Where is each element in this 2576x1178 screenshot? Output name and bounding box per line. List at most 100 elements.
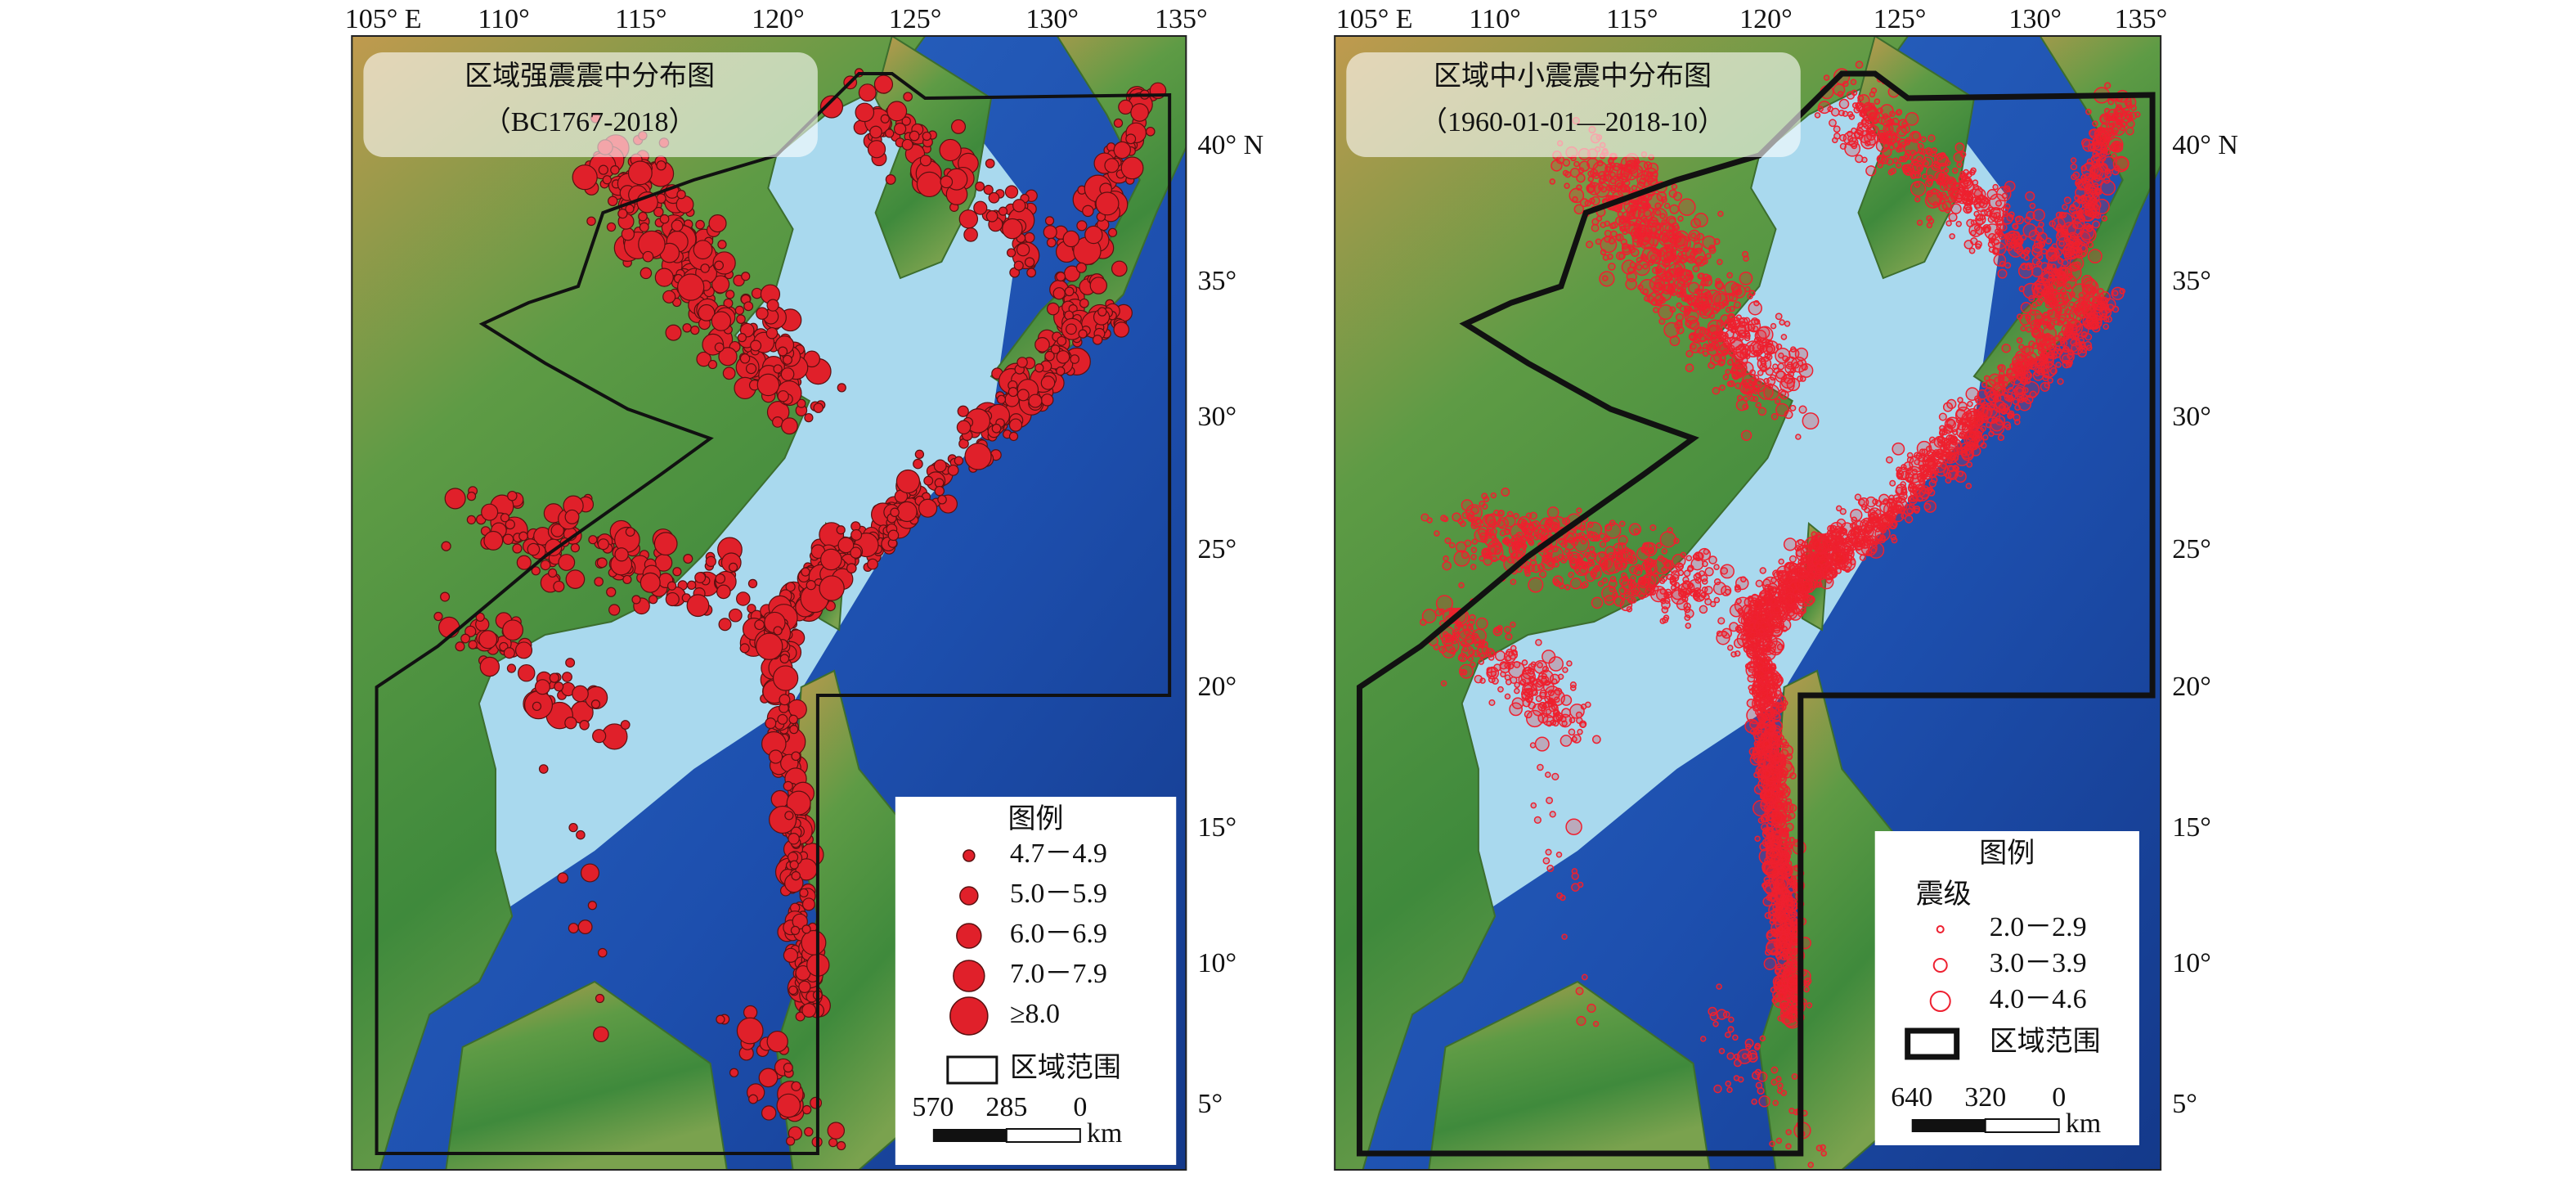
quake [1849, 522, 1856, 529]
quake [1658, 279, 1671, 291]
quake [1654, 258, 1661, 265]
quake [1947, 189, 1954, 196]
quake [538, 764, 549, 774]
quake [1786, 904, 1793, 911]
quake [659, 214, 670, 224]
quake [1965, 483, 1972, 489]
quake [568, 822, 578, 833]
quake [1774, 398, 1781, 405]
quake [1713, 293, 1729, 308]
quake [1673, 224, 1681, 232]
quake [1026, 268, 1037, 278]
quake [2016, 387, 2024, 394]
quake [1770, 597, 1777, 605]
quake [1995, 385, 2006, 397]
quake [2020, 325, 2027, 332]
quake [1006, 248, 1016, 258]
quake [819, 575, 845, 601]
quake [1929, 150, 1936, 158]
quake [553, 580, 565, 592]
quake [1772, 881, 1779, 888]
quake [1044, 350, 1055, 362]
quake [2004, 262, 2012, 269]
quake [606, 587, 617, 597]
quake [1811, 531, 1818, 537]
quake [479, 656, 500, 677]
quake [2070, 333, 2077, 340]
quake [1708, 244, 1717, 252]
quake [1752, 349, 1760, 357]
quake [1749, 369, 1757, 376]
quake [1950, 203, 1962, 214]
quake [2006, 367, 2013, 375]
quake [1702, 350, 1709, 357]
quake [1111, 260, 1128, 277]
quake [694, 572, 707, 583]
quake [1772, 684, 1779, 690]
quake [466, 515, 477, 525]
quake [2048, 287, 2055, 294]
quake [1942, 402, 1954, 412]
quake [1663, 261, 1671, 268]
quake [1965, 191, 1972, 197]
quake [778, 346, 788, 357]
quake [1712, 386, 1721, 395]
legend-label: 区域范围 [1010, 1052, 1121, 1083]
quake [1675, 312, 1685, 321]
quake [766, 1030, 788, 1053]
quake [783, 947, 799, 963]
quake [1779, 319, 1785, 326]
quake [1667, 289, 1675, 295]
quake [797, 398, 806, 408]
quake [500, 513, 510, 523]
quake [1600, 249, 1607, 256]
quake [810, 1096, 823, 1109]
legend-box [895, 797, 1177, 1165]
quake [586, 216, 596, 227]
quake [1615, 234, 1622, 241]
quake [1586, 157, 1599, 170]
quake [708, 214, 727, 233]
quake [1744, 286, 1751, 293]
quake [1723, 342, 1730, 348]
quake [1046, 237, 1057, 248]
quake [1642, 263, 1649, 270]
quake [2078, 292, 2085, 299]
quake [1549, 178, 1556, 185]
quake [617, 209, 628, 219]
quake [666, 581, 677, 591]
quake [1965, 387, 1980, 401]
quake [653, 532, 678, 556]
quake [1636, 227, 1648, 239]
quake [923, 475, 934, 486]
quake [867, 558, 878, 570]
quake [1678, 198, 1696, 216]
quake [1863, 107, 1880, 125]
quake [2002, 210, 2009, 218]
quake [1773, 605, 1781, 614]
quake [1961, 432, 1968, 438]
quake [1717, 259, 1723, 266]
quake [750, 339, 762, 352]
quake [728, 562, 738, 573]
quake [1883, 142, 1890, 150]
quake [1766, 866, 1779, 879]
quake [1120, 156, 1144, 180]
quake [1982, 226, 1990, 233]
quake [1901, 124, 1911, 134]
quake [1914, 507, 1920, 515]
quake [1621, 173, 1629, 181]
quake [534, 679, 550, 695]
quake [1945, 220, 1952, 227]
quake [1977, 389, 1988, 400]
quake [1743, 395, 1749, 402]
quake [1746, 390, 1753, 397]
quake [1758, 628, 1766, 635]
quake [1621, 259, 1637, 275]
quake [747, 604, 756, 614]
legend-symbol [963, 849, 976, 862]
quake [1028, 393, 1043, 408]
quake [1669, 335, 1681, 347]
quake [1664, 283, 1675, 294]
quake [1658, 246, 1674, 263]
